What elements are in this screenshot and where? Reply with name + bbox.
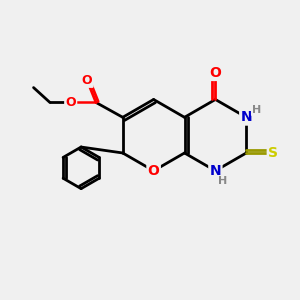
Text: N: N [210, 164, 221, 178]
Text: O: O [82, 74, 92, 87]
Text: O: O [148, 164, 160, 178]
Text: N: N [241, 110, 252, 124]
Text: O: O [209, 66, 221, 80]
Text: H: H [252, 105, 261, 115]
Text: S: S [268, 146, 278, 160]
Text: O: O [65, 96, 76, 109]
Text: H: H [218, 176, 227, 186]
